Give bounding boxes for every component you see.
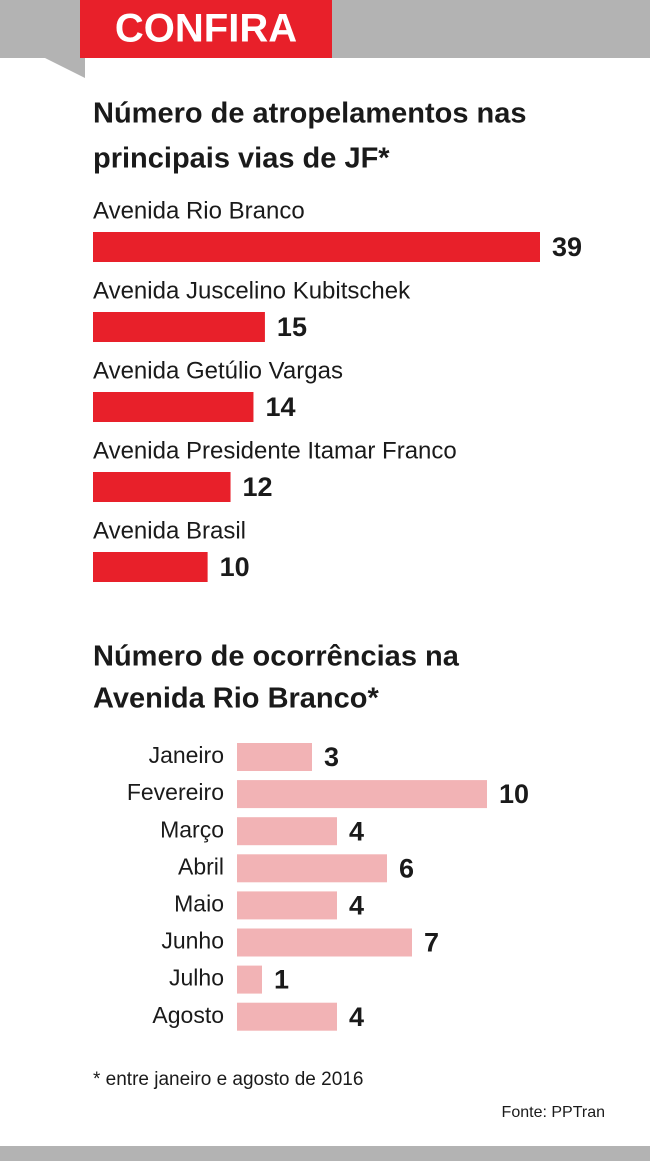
- bar: [237, 817, 337, 846]
- value-label: 1: [274, 965, 289, 995]
- value-label: 3: [324, 742, 339, 772]
- header-tail: [45, 58, 85, 78]
- category-label: Março: [160, 816, 224, 842]
- bar: [237, 891, 337, 920]
- chart-title: Número de atropelamentos nas: [93, 98, 527, 130]
- bar: [237, 928, 412, 957]
- value-label: 4: [349, 1002, 364, 1032]
- category-label: Avenida Juscelino Kubitschek: [93, 277, 411, 304]
- chart-title: principais vias de JF*: [93, 143, 390, 175]
- value-label: 39: [552, 232, 582, 262]
- bar: [93, 472, 231, 502]
- source: Fonte: PPTran: [502, 1104, 605, 1121]
- category-label: Avenida Rio Branco: [93, 197, 305, 224]
- chart-title: Número de ocorrências na: [93, 641, 460, 673]
- value-label: 10: [499, 779, 529, 809]
- value-label: 4: [349, 816, 364, 846]
- category-label: Julho: [169, 965, 224, 991]
- bar: [93, 552, 208, 582]
- category-label: Fevereiro: [127, 779, 224, 805]
- footnote: * entre janeiro e agosto de 2016: [93, 1069, 363, 1090]
- header-title: CONFIRA: [115, 7, 297, 51]
- category-label: Junho: [161, 928, 224, 954]
- category-label: Agosto: [152, 1002, 224, 1028]
- bar: [93, 392, 254, 422]
- chart-title: Avenida Rio Branco*: [93, 683, 379, 715]
- value-label: 4: [349, 891, 364, 921]
- bar: [237, 743, 312, 771]
- value-label: 6: [399, 853, 414, 883]
- value-label: 10: [220, 552, 250, 582]
- value-label: 14: [265, 392, 295, 422]
- category-label: Maio: [174, 890, 224, 916]
- bar: [237, 780, 487, 809]
- bar: [237, 965, 262, 994]
- footer-band: [0, 1146, 650, 1161]
- value-label: 7: [424, 928, 439, 958]
- value-label: 15: [277, 312, 307, 342]
- category-label: Avenida Presidente Itamar Franco: [93, 437, 457, 464]
- category-label: Avenida Brasil: [93, 517, 246, 544]
- bar: [237, 1002, 337, 1031]
- bar: [237, 854, 387, 883]
- category-label: Avenida Getúlio Vargas: [93, 357, 343, 384]
- bar: [93, 232, 540, 262]
- header-box: [80, 0, 332, 58]
- category-label: Janeiro: [149, 742, 224, 768]
- category-label: Abril: [178, 853, 224, 879]
- bar: [93, 312, 265, 342]
- value-label: 12: [243, 472, 273, 502]
